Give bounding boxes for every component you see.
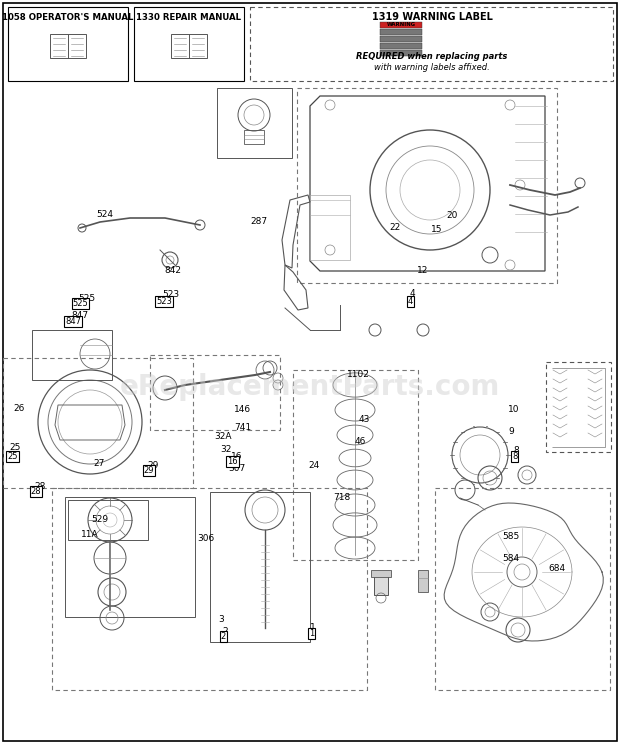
Text: 12: 12 <box>417 266 428 275</box>
Text: 523: 523 <box>162 290 180 299</box>
Bar <box>380 50 422 56</box>
Text: 15: 15 <box>431 225 443 234</box>
Text: 842: 842 <box>164 266 181 275</box>
Bar <box>250 7 613 81</box>
Text: 585: 585 <box>502 532 520 541</box>
Text: 20: 20 <box>446 211 458 219</box>
Text: 32A: 32A <box>214 432 231 440</box>
Bar <box>380 29 422 35</box>
Text: 16: 16 <box>231 452 243 461</box>
Bar <box>52 488 367 690</box>
Bar <box>380 36 422 42</box>
Text: 847: 847 <box>65 317 81 326</box>
Text: 9: 9 <box>508 427 514 436</box>
Bar <box>50 34 86 58</box>
Text: 741: 741 <box>234 423 252 432</box>
Text: 1058 OPERATOR'S MANUAL: 1058 OPERATOR'S MANUAL <box>2 13 134 22</box>
Text: 1330 REPAIR MANUAL: 1330 REPAIR MANUAL <box>136 13 242 22</box>
Text: 146: 146 <box>234 405 252 414</box>
Text: 8: 8 <box>513 446 519 455</box>
Text: 4: 4 <box>408 297 413 306</box>
Text: 46: 46 <box>355 437 366 446</box>
Text: 4: 4 <box>409 289 415 298</box>
Bar <box>297 88 557 283</box>
Text: 525: 525 <box>73 299 89 308</box>
Bar <box>293 370 418 560</box>
Text: 43: 43 <box>358 415 370 424</box>
Text: 28: 28 <box>34 482 45 491</box>
Text: 24: 24 <box>308 461 319 470</box>
Bar <box>380 43 422 49</box>
Bar <box>8 7 128 81</box>
Text: 1102: 1102 <box>347 370 370 379</box>
Bar <box>210 492 310 642</box>
Bar <box>32 330 112 380</box>
Text: 26: 26 <box>14 404 25 413</box>
Text: 16: 16 <box>227 457 238 466</box>
Text: 25: 25 <box>9 443 20 452</box>
Bar <box>371 570 391 577</box>
Text: 523: 523 <box>156 297 172 306</box>
Bar <box>217 88 292 158</box>
Text: 10: 10 <box>508 405 520 414</box>
Bar <box>134 7 244 81</box>
Text: 307: 307 <box>228 464 246 472</box>
Text: 1: 1 <box>310 623 316 632</box>
Text: 2: 2 <box>221 632 226 641</box>
Text: 32: 32 <box>220 445 231 454</box>
Bar <box>244 130 264 144</box>
Bar <box>171 34 207 58</box>
Bar <box>68 500 148 540</box>
Text: 27: 27 <box>93 459 104 468</box>
Text: 2: 2 <box>222 627 228 636</box>
Text: 1319 WARNING LABEL: 1319 WARNING LABEL <box>371 12 492 22</box>
Text: with warning labels affixed.: with warning labels affixed. <box>374 63 490 72</box>
Text: 287: 287 <box>250 217 268 226</box>
Bar <box>310 195 350 260</box>
Text: 3: 3 <box>218 615 224 623</box>
Bar <box>546 362 611 452</box>
Bar <box>435 488 610 690</box>
Text: 584: 584 <box>502 554 520 563</box>
Text: 684: 684 <box>549 564 566 573</box>
Text: 306: 306 <box>197 534 215 543</box>
Text: 29: 29 <box>148 461 159 469</box>
Text: 524: 524 <box>96 210 113 219</box>
Text: 8: 8 <box>512 452 517 461</box>
Bar <box>418 570 428 592</box>
Text: WARNING: WARNING <box>386 22 415 28</box>
Bar <box>380 22 422 28</box>
Bar <box>3 358 193 488</box>
Text: 529: 529 <box>92 515 109 524</box>
Text: 718: 718 <box>334 493 351 501</box>
Text: 25: 25 <box>7 452 17 461</box>
Bar <box>65 497 195 617</box>
Bar <box>374 575 388 595</box>
Text: 29: 29 <box>144 466 154 475</box>
Bar <box>244 135 264 139</box>
Text: 11A: 11A <box>81 530 98 539</box>
Text: REQUIRED when replacing parts: REQUIRED when replacing parts <box>356 52 508 61</box>
Text: eReplacementParts.com: eReplacementParts.com <box>120 373 500 401</box>
Text: 28: 28 <box>30 487 42 496</box>
Text: 525: 525 <box>79 294 96 303</box>
Text: 847: 847 <box>71 311 89 320</box>
Text: 22: 22 <box>389 223 401 232</box>
Bar <box>150 355 280 430</box>
Text: 1: 1 <box>309 629 314 638</box>
